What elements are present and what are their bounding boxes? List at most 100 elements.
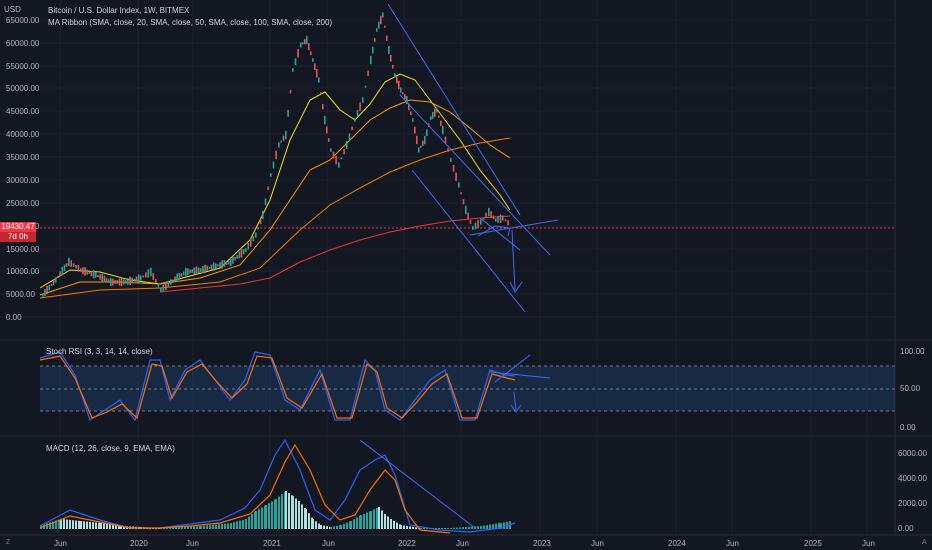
candle bbox=[434, 108, 436, 117]
candle bbox=[282, 135, 285, 141]
candle bbox=[499, 214, 502, 223]
candle bbox=[384, 25, 386, 28]
candle bbox=[380, 15, 382, 25]
candle bbox=[278, 142, 280, 148]
macd-bar bbox=[305, 509, 307, 529]
macd-bar bbox=[261, 507, 263, 529]
macd-bar bbox=[60, 519, 62, 529]
macd-bar bbox=[190, 526, 192, 529]
candle bbox=[95, 272, 97, 278]
macd-bar bbox=[483, 525, 485, 529]
macd-bar bbox=[295, 498, 297, 529]
candle bbox=[165, 281, 167, 291]
macd-bar bbox=[193, 526, 195, 529]
candle bbox=[388, 45, 390, 55]
candle bbox=[376, 28, 378, 32]
time-axis-label: Jun bbox=[456, 539, 469, 548]
time-axis-label: Jun bbox=[54, 539, 67, 548]
candle bbox=[82, 267, 84, 275]
candle bbox=[372, 46, 374, 54]
candle bbox=[125, 280, 127, 284]
macd-bar bbox=[278, 496, 280, 529]
macd-bar bbox=[333, 526, 335, 529]
candle bbox=[480, 219, 482, 225]
corner-left[interactable]: Z bbox=[6, 539, 11, 546]
candle bbox=[208, 266, 211, 269]
macd-bar bbox=[318, 523, 320, 529]
macd-bar bbox=[221, 523, 223, 529]
candle bbox=[157, 283, 160, 288]
macd-bar bbox=[373, 509, 375, 529]
price-axis-label: 65000.00 bbox=[6, 16, 40, 25]
candle bbox=[469, 220, 472, 224]
candle bbox=[490, 211, 492, 219]
candle bbox=[467, 212, 469, 220]
time-axis-label: Jun bbox=[322, 539, 335, 548]
candle bbox=[394, 73, 396, 77]
macd-bar bbox=[435, 528, 437, 529]
candle bbox=[129, 276, 131, 286]
time-axis-label: 2022 bbox=[398, 539, 416, 548]
candle bbox=[294, 58, 297, 66]
macd-bar bbox=[251, 514, 253, 529]
macd-bar bbox=[239, 520, 241, 529]
macd-bar bbox=[353, 519, 355, 529]
candle bbox=[114, 280, 116, 284]
candle bbox=[264, 198, 267, 206]
candle bbox=[285, 130, 287, 140]
candle bbox=[48, 284, 51, 291]
macd-bar bbox=[46, 523, 48, 529]
candle bbox=[46, 285, 48, 295]
macd-bar bbox=[441, 528, 443, 529]
candle bbox=[259, 219, 262, 225]
candle bbox=[504, 219, 507, 222]
candle bbox=[316, 69, 318, 78]
macd-bar bbox=[86, 521, 88, 529]
candle bbox=[374, 38, 376, 42]
candle bbox=[450, 158, 452, 162]
candle bbox=[452, 164, 455, 172]
rsi-axis-0: 0.00 bbox=[900, 423, 916, 432]
price-axis-label: 25000.00 bbox=[6, 199, 40, 208]
candle bbox=[426, 129, 428, 137]
candle bbox=[212, 262, 215, 271]
macd-bar bbox=[103, 523, 105, 529]
candle bbox=[210, 264, 213, 270]
macd-bar bbox=[184, 526, 186, 529]
macd-bar bbox=[175, 527, 177, 530]
candle bbox=[245, 248, 247, 252]
candle bbox=[472, 226, 474, 230]
macd-bar bbox=[503, 522, 505, 529]
candle bbox=[180, 273, 183, 277]
candle bbox=[402, 92, 404, 95]
macd-bar bbox=[227, 523, 229, 529]
macd-bar bbox=[409, 526, 411, 529]
candle bbox=[97, 275, 99, 277]
candle bbox=[492, 215, 495, 220]
candle bbox=[414, 126, 416, 134]
candle bbox=[122, 279, 125, 285]
macd-bar bbox=[255, 511, 257, 529]
currency-label: USD bbox=[4, 5, 21, 14]
macd-bar bbox=[224, 523, 226, 529]
macd-bar bbox=[78, 520, 80, 529]
candle bbox=[410, 111, 412, 116]
price-axis-label: 45000.00 bbox=[6, 107, 40, 116]
auto-scale-button[interactable]: A bbox=[922, 539, 927, 546]
candle bbox=[135, 276, 138, 282]
macd-bar bbox=[181, 527, 183, 529]
candle bbox=[90, 271, 93, 277]
trend-lines bbox=[387, 3, 559, 313]
macd-bar bbox=[115, 525, 117, 530]
candle bbox=[351, 126, 353, 131]
candle bbox=[59, 271, 61, 277]
ma-ribbon-label: MA Ribbon (SMA, close, 20, SMA, close, 5… bbox=[48, 18, 333, 27]
candle bbox=[187, 268, 189, 276]
candle bbox=[474, 222, 477, 230]
candle bbox=[310, 51, 312, 56]
macd-bar bbox=[444, 528, 446, 529]
candle bbox=[193, 267, 196, 275]
candle bbox=[444, 136, 447, 144]
candle bbox=[460, 192, 462, 195]
